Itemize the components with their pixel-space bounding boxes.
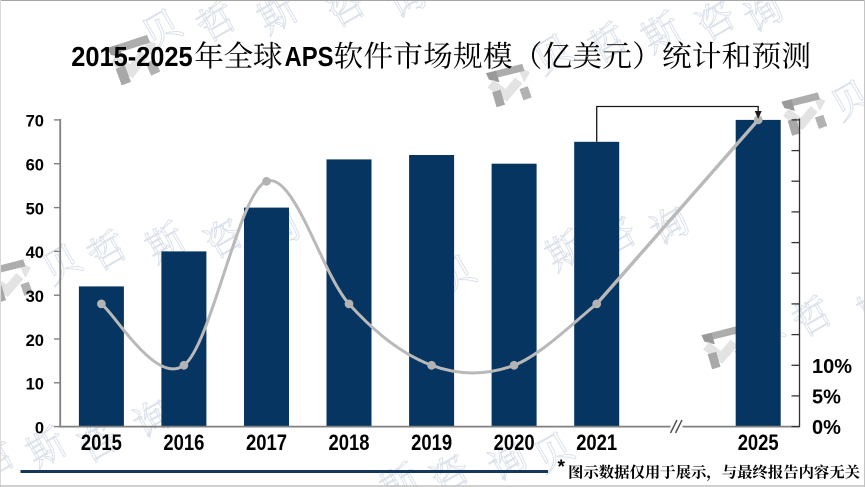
svg-text:2021: 2021 — [576, 430, 617, 455]
svg-text:30: 30 — [26, 288, 44, 306]
svg-text:2017: 2017 — [246, 430, 287, 455]
svg-text:0%: 0% — [812, 417, 841, 439]
svg-text:APS: APS — [285, 41, 334, 72]
svg-text:20: 20 — [26, 332, 44, 350]
svg-text:10%: 10% — [812, 356, 852, 378]
svg-text:50: 50 — [26, 200, 44, 218]
svg-text:2020: 2020 — [494, 430, 535, 455]
svg-text:60: 60 — [26, 157, 44, 175]
svg-text:2025: 2025 — [738, 430, 779, 455]
svg-text:2016: 2016 — [163, 430, 204, 455]
svg-text:0: 0 — [35, 419, 44, 437]
svg-text:2019: 2019 — [411, 430, 452, 455]
svg-text:2018: 2018 — [329, 430, 370, 455]
svg-text:2015: 2015 — [81, 430, 122, 455]
svg-text:70: 70 — [26, 113, 44, 131]
svg-text:2015-2025: 2015-2025 — [71, 41, 193, 72]
svg-text:40: 40 — [26, 244, 44, 262]
svg-text:10: 10 — [26, 376, 44, 394]
svg-text:5%: 5% — [812, 387, 841, 409]
svg-text:*: * — [558, 457, 566, 478]
